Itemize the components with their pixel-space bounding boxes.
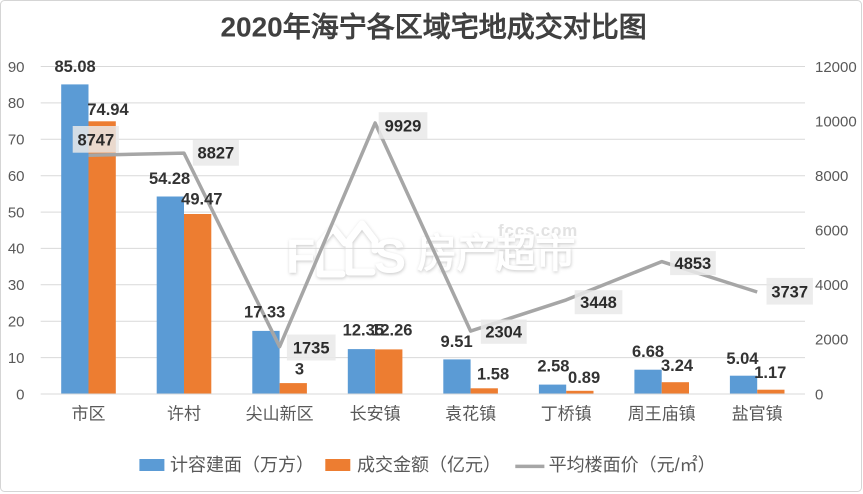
svg-text:袁花镇: 袁花镇 [445, 405, 496, 424]
svg-text:50: 50 [8, 204, 25, 221]
svg-text:49.47: 49.47 [181, 191, 222, 209]
svg-text:0: 0 [815, 386, 823, 403]
svg-text:5.04: 5.04 [726, 350, 759, 368]
svg-text:9.51: 9.51 [441, 333, 473, 351]
svg-text:6.68: 6.68 [632, 343, 664, 361]
svg-text:74.94: 74.94 [87, 101, 129, 119]
svg-text:90: 90 [8, 59, 25, 76]
svg-text:6000: 6000 [815, 223, 848, 240]
svg-text:10000: 10000 [815, 113, 857, 130]
svg-text:4000: 4000 [815, 277, 848, 294]
svg-text:2304: 2304 [485, 324, 523, 342]
svg-text:70: 70 [8, 132, 25, 149]
svg-text:4853: 4853 [675, 255, 712, 273]
svg-text:12.35: 12.35 [343, 322, 384, 340]
svg-text:60: 60 [8, 168, 25, 185]
svg-text:0: 0 [16, 386, 24, 403]
svg-text:周王庙镇: 周王庙镇 [628, 405, 696, 424]
svg-text:9929: 9929 [385, 118, 422, 136]
svg-text:长安镇: 长安镇 [350, 405, 401, 424]
svg-text:8000: 8000 [815, 168, 848, 185]
svg-text:市区: 市区 [72, 405, 106, 424]
svg-text:fccs.com: fccs.com [498, 221, 578, 240]
svg-text:许村: 许村 [167, 405, 201, 424]
svg-text:2.58: 2.58 [537, 358, 569, 376]
svg-text:1.17: 1.17 [754, 364, 786, 382]
svg-text:丁桥镇: 丁桥镇 [541, 405, 592, 424]
svg-text:12000: 12000 [815, 59, 857, 76]
svg-text:2020年海宁各区域宅地成交对比图: 2020年海宁各区域宅地成交对比图 [220, 11, 646, 43]
svg-text:85.08: 85.08 [54, 58, 95, 76]
svg-text:3448: 3448 [580, 294, 617, 312]
svg-text:0.89: 0.89 [568, 369, 600, 387]
svg-text:8747: 8747 [77, 131, 114, 149]
svg-text:盐官镇: 盐官镇 [732, 405, 783, 424]
svg-text:成交金额（亿元）: 成交金额（亿元） [357, 455, 501, 475]
svg-text:3.24: 3.24 [661, 357, 694, 375]
svg-text:20: 20 [8, 314, 25, 331]
svg-text:8827: 8827 [198, 145, 235, 163]
svg-text:平均楼面价（元/㎡）: 平均楼面价（元/㎡） [549, 454, 716, 475]
svg-text:54.28: 54.28 [149, 170, 190, 188]
svg-text:尖山新区: 尖山新区 [246, 405, 314, 424]
svg-text:30: 30 [8, 277, 25, 294]
svg-text:计容建面（万方）: 计容建面（万方） [170, 455, 314, 475]
svg-text:10: 10 [8, 350, 25, 367]
svg-text:1735: 1735 [293, 339, 330, 357]
svg-text:80: 80 [8, 95, 25, 112]
svg-text:3737: 3737 [771, 283, 808, 301]
svg-text:17.33: 17.33 [244, 303, 285, 321]
svg-text:40: 40 [8, 241, 25, 258]
svg-text:12.26: 12.26 [371, 322, 412, 340]
svg-text:S: S [374, 231, 406, 284]
svg-text:1.58: 1.58 [477, 366, 509, 384]
svg-text:3: 3 [295, 361, 304, 379]
svg-text:2000: 2000 [815, 332, 848, 349]
